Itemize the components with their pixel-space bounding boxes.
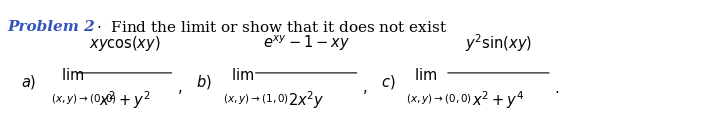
Text: $.$: $.$ — [554, 81, 559, 95]
Text: $(x,y)\rightarrow(0,0)$: $(x,y)\rightarrow(0,0)$ — [51, 91, 117, 105]
Text: $x^2+y^4$: $x^2+y^4$ — [472, 88, 525, 110]
Text: $(x,y)\rightarrow(0,0)$: $(x,y)\rightarrow(0,0)$ — [406, 91, 472, 105]
Text: $xy\cos(xy)$: $xy\cos(xy)$ — [89, 33, 160, 52]
Text: $b)$: $b)$ — [196, 72, 211, 90]
Text: $e^{xy}-1-xy$: $e^{xy}-1-xy$ — [263, 33, 350, 53]
Text: $c)$: $c)$ — [381, 72, 395, 90]
Text: $x^2+y^2$: $x^2+y^2$ — [99, 88, 150, 110]
Text: $a)$: $a)$ — [21, 72, 37, 90]
Text: $(x,y)\rightarrow(1,0)$: $(x,y)\rightarrow(1,0)$ — [223, 91, 289, 105]
Text: $\lim$: $\lim$ — [61, 66, 84, 82]
Text: Problem 2: Problem 2 — [7, 20, 95, 34]
Text: $\lim$: $\lim$ — [414, 66, 438, 82]
Text: $,$: $,$ — [177, 81, 182, 95]
Text: $,$: $,$ — [362, 81, 367, 95]
Text: $\lim$: $\lim$ — [231, 66, 255, 82]
Text: $\cdot$  Find the limit or show that it does not exist: $\cdot$ Find the limit or show that it d… — [96, 20, 447, 35]
Text: $y^2\sin(xy)$: $y^2\sin(xy)$ — [465, 32, 532, 54]
Text: $2x^2y$: $2x^2y$ — [288, 88, 325, 110]
